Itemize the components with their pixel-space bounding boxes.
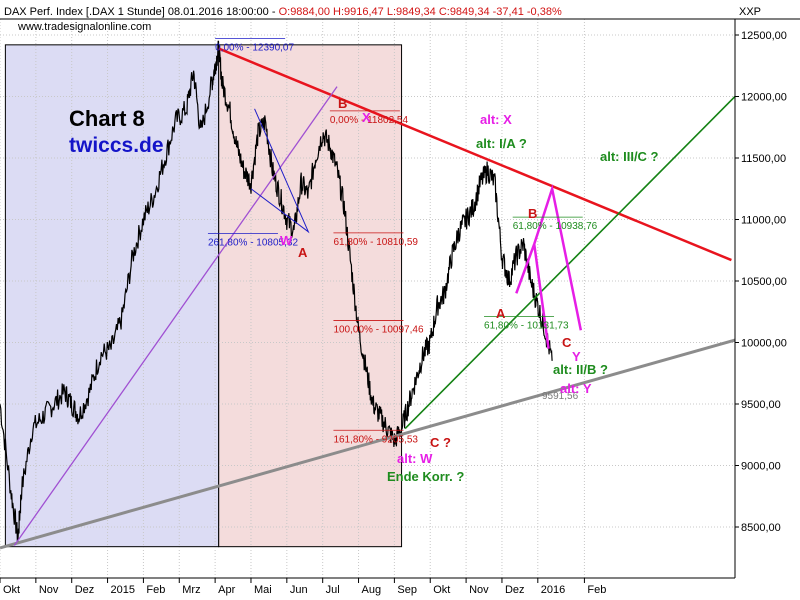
x-tick-label: 2015 bbox=[111, 584, 135, 596]
wave-annotation: alt: I/A ? bbox=[476, 136, 527, 151]
x-tick-label: Dez bbox=[505, 584, 525, 596]
x-tick-label: Mrz bbox=[182, 584, 200, 596]
wave-annotation: alt: Y bbox=[560, 381, 592, 396]
green-support bbox=[404, 95, 735, 430]
wave-path-magenta-2 bbox=[533, 183, 583, 331]
fib-label: 61,80% - 10938,76 bbox=[513, 221, 598, 232]
x-tick-label: Apr bbox=[218, 584, 235, 596]
wave-bracket-blue bbox=[250, 108, 310, 234]
wave-annotation: Y bbox=[572, 349, 581, 364]
fib-label: 261,80% - 10805,32 bbox=[208, 237, 299, 248]
x-tick-label: Sep bbox=[397, 584, 417, 596]
fib-label: 61,80% - 10810,59 bbox=[333, 237, 418, 248]
x-tick-label: Feb bbox=[587, 584, 606, 596]
purple-line bbox=[13, 86, 338, 546]
wave-annotation: alt: II/B ? bbox=[553, 362, 608, 377]
wave-annotation: alt: X bbox=[480, 112, 512, 127]
price-series-line bbox=[0, 40, 553, 543]
x-tick-label: Jul bbox=[326, 584, 340, 596]
wave-annotation: B bbox=[528, 206, 537, 221]
fib-label: 0,00% - 11802,54 bbox=[330, 115, 409, 126]
wave-annotation: alt: W bbox=[397, 451, 433, 466]
red-resistance bbox=[218, 47, 732, 262]
wave-annotation: W bbox=[280, 233, 293, 248]
wave-annotation: X bbox=[362, 110, 371, 125]
fib-label: 100,00% - 10097,46 bbox=[333, 325, 424, 336]
x-tick-label: Okt bbox=[433, 584, 450, 596]
x-tick-label: Jun bbox=[290, 584, 308, 596]
wave-annotation: Ende Korr. ? bbox=[387, 469, 464, 484]
fib-label: 161,80% - 9205,53 bbox=[333, 434, 418, 445]
wave-annotation: B bbox=[338, 96, 347, 111]
wave-annotation: C bbox=[562, 335, 572, 350]
wave-annotation: C ? bbox=[430, 435, 451, 450]
red-zone bbox=[218, 44, 403, 548]
x-tick-label: Mai bbox=[254, 584, 272, 596]
x-tick-label: Aug bbox=[362, 584, 382, 596]
y-tick-label: 8500,00 bbox=[741, 522, 781, 534]
wave-annotation: alt: III/C ? bbox=[600, 149, 659, 164]
chart-label: Chart 8 bbox=[69, 106, 145, 131]
x-tick-label: 2016 bbox=[541, 584, 565, 596]
wave-annotation: A bbox=[298, 245, 308, 260]
y-tick-label: 12500,00 bbox=[741, 30, 787, 42]
axis-symbol: XXP bbox=[739, 6, 761, 18]
x-tick-label: Okt bbox=[3, 584, 20, 596]
price-label: 9591,56 bbox=[542, 391, 579, 402]
wave-annotation: A bbox=[496, 306, 506, 321]
x-tick-label: Feb bbox=[146, 584, 165, 596]
fib-label: 0,00% - 12390,07 bbox=[215, 43, 294, 54]
y-tick-label: 11000,00 bbox=[741, 215, 786, 227]
x-tick-label: Nov bbox=[469, 584, 489, 596]
header-source: www.tradesignalonline.com bbox=[17, 21, 151, 33]
site-label: twiccs.de bbox=[69, 134, 164, 157]
fib-label: 61,80% - 10131,73 bbox=[484, 320, 569, 331]
gray-support bbox=[0, 338, 735, 550]
y-tick-label: 11500,00 bbox=[741, 153, 786, 165]
y-tick-label: 9000,00 bbox=[741, 461, 781, 473]
y-tick-label: 10000,00 bbox=[741, 338, 787, 350]
y-tick-label: 9500,00 bbox=[741, 399, 781, 411]
y-tick-label: 10500,00 bbox=[741, 276, 787, 288]
x-tick-label: Dez bbox=[75, 584, 95, 596]
y-tick-label: 12000,00 bbox=[741, 92, 787, 104]
header-instrument: DAX Perf. Index [.DAX 1 Stunde] 08.01.20… bbox=[4, 6, 562, 18]
blue-zone bbox=[4, 44, 220, 548]
x-tick-label: Nov bbox=[39, 584, 59, 596]
